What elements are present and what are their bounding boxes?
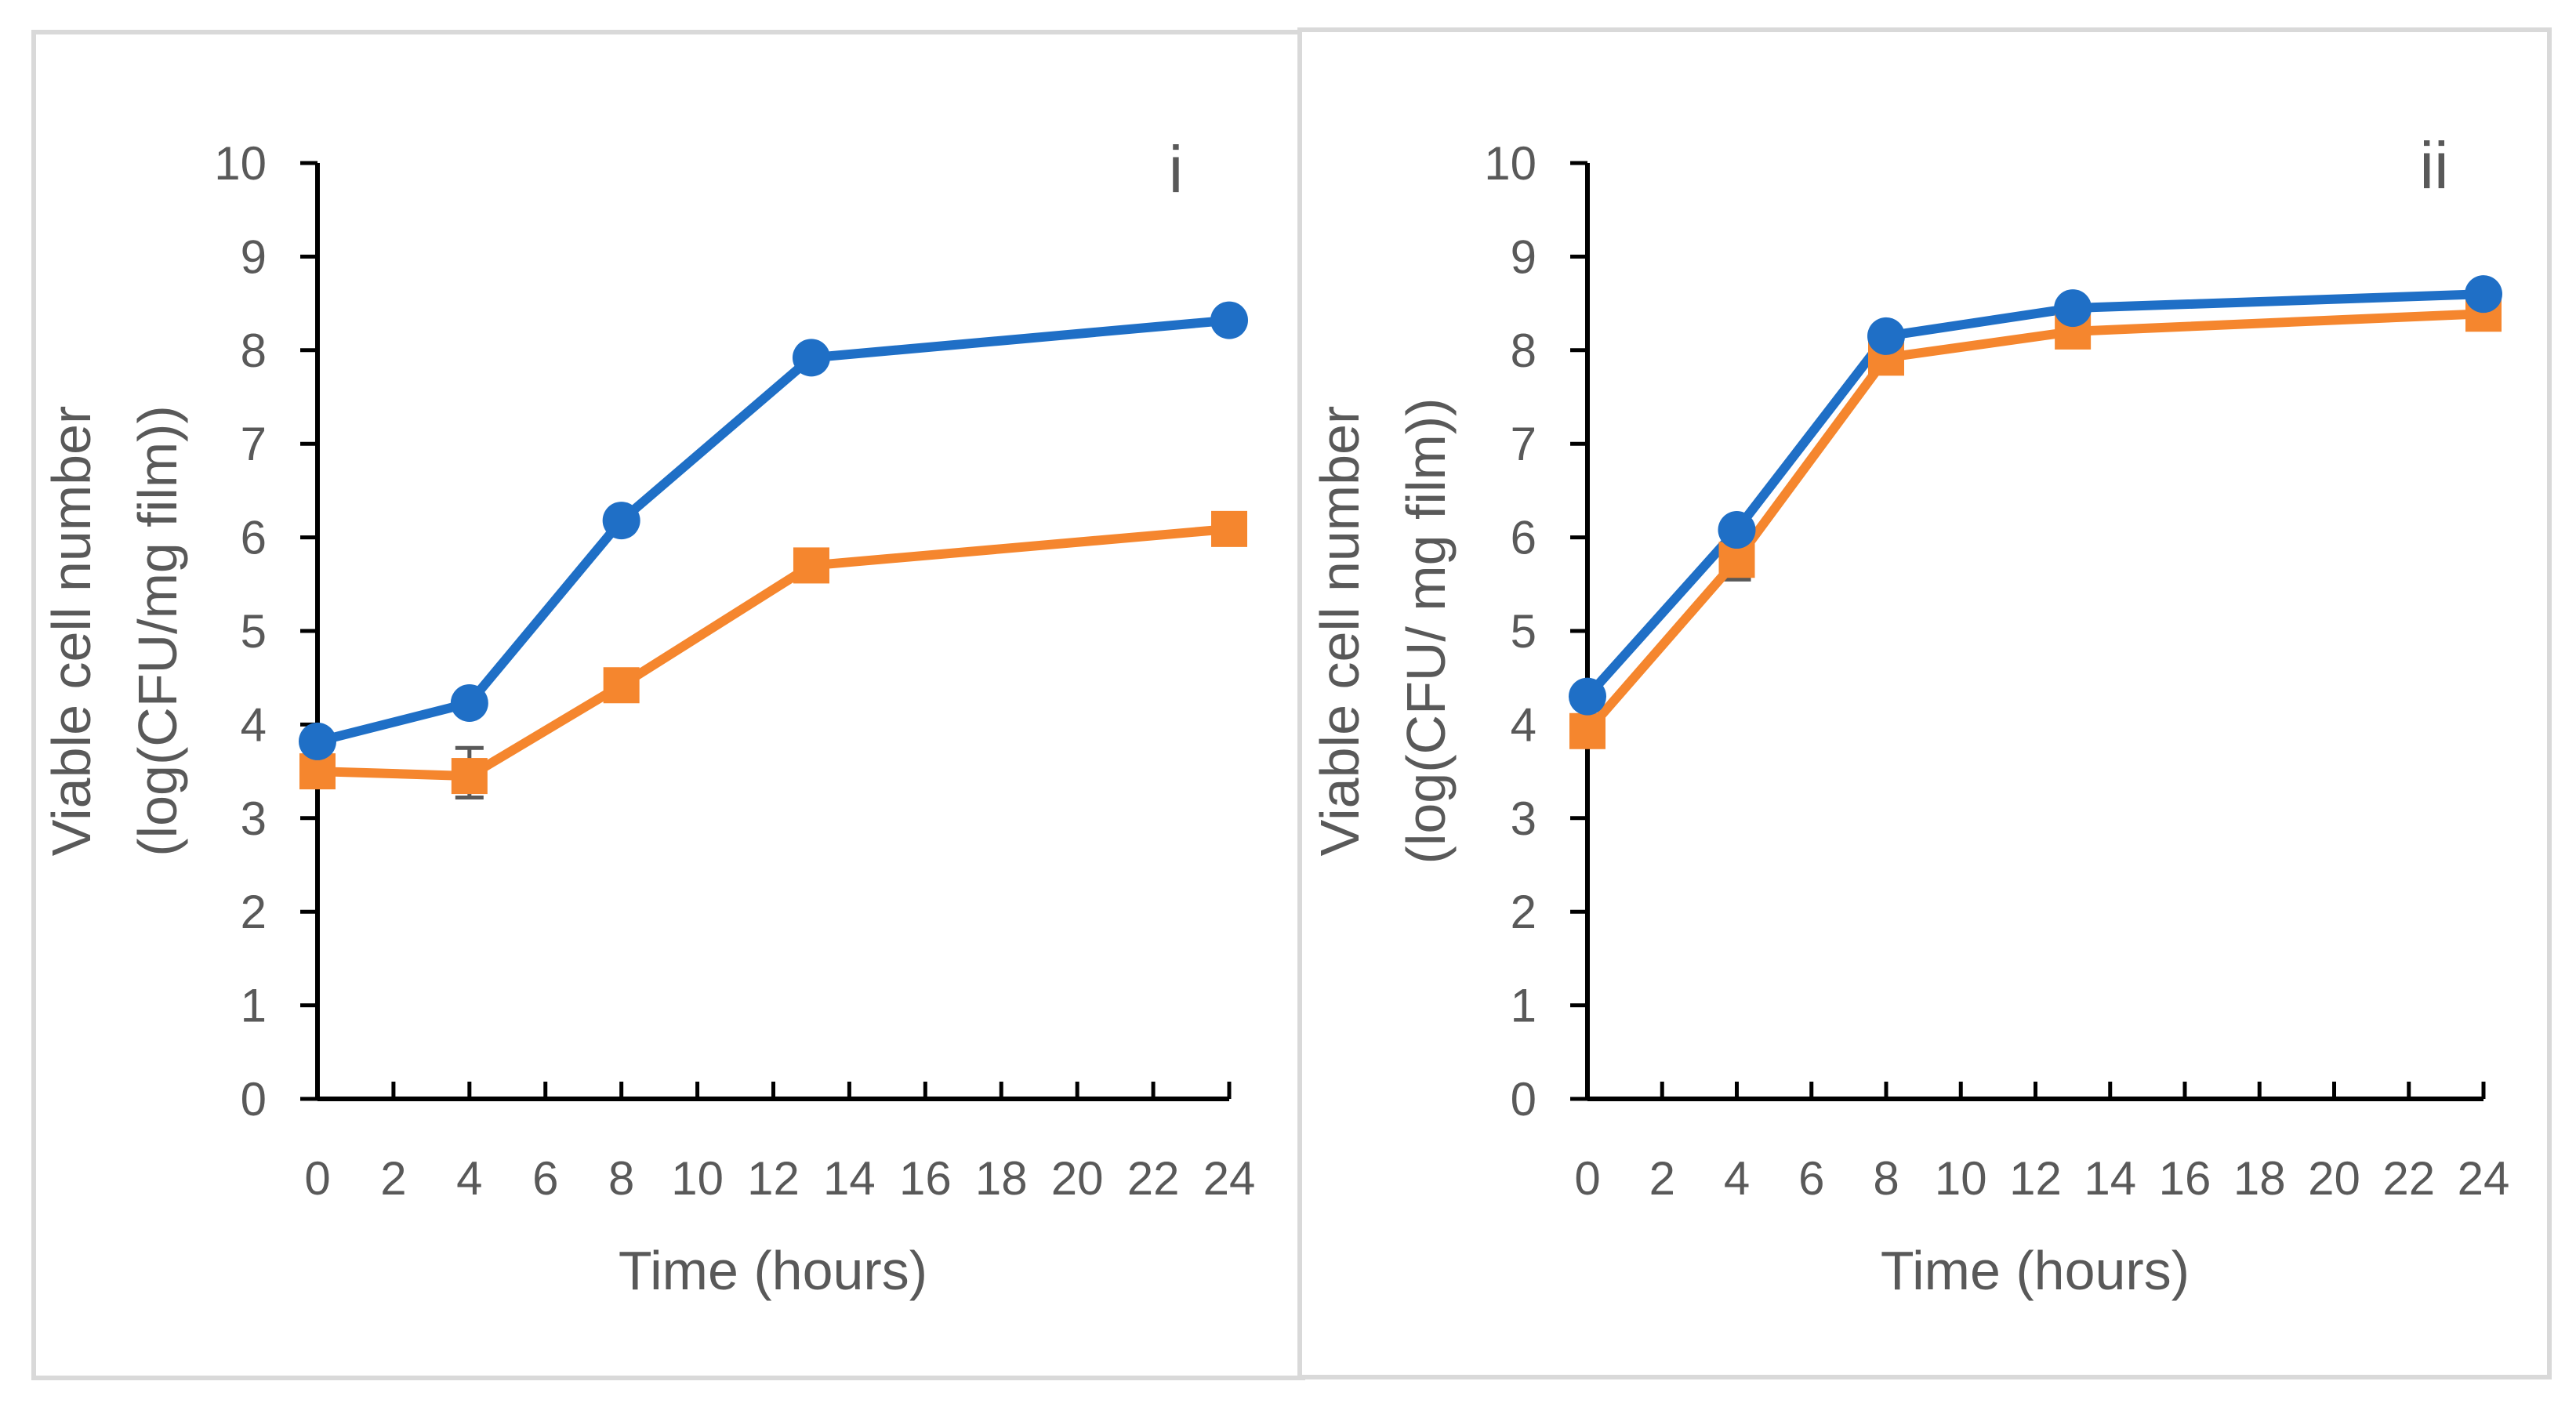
panel-ii-y-tick-label: 9	[1511, 230, 1537, 283]
panel-i-series-2-point	[451, 758, 488, 795]
panel-i-y-tick-label: 0	[241, 1073, 267, 1126]
panel-ii-x-tick-label: 4	[1724, 1152, 1750, 1205]
panel-i-x-axis-title: Time (hours)	[619, 1240, 927, 1301]
panel-i-y-tick-label: 10	[214, 137, 267, 190]
panel-i-series-1-point	[299, 722, 336, 760]
panel-i-y-tick-label: 8	[241, 324, 267, 377]
panel-i-series-1-point	[450, 683, 488, 722]
panel-ii-x-axis-title: Time (hours)	[1881, 1240, 2190, 1301]
panel-i-x-tick-label: 10	[671, 1152, 724, 1205]
panel-i-x-tick-label: 22	[1127, 1152, 1180, 1205]
panel-ii-x-tick-label: 24	[2458, 1152, 2510, 1205]
panel-ii-y-tick-label: 3	[1511, 792, 1537, 845]
panel-i-x-tick-label: 18	[975, 1152, 1028, 1205]
panel-i-x-tick-label: 0	[304, 1152, 330, 1205]
panel-ii-x-tick-label: 0	[1574, 1152, 1600, 1205]
panel-ii-series-1-point	[1569, 677, 1606, 716]
panel-ii-y-tick-label: 4	[1511, 698, 1537, 751]
panel-i-y-tick-label: 1	[241, 980, 267, 1032]
panel-i-y-tick-label: 6	[241, 512, 267, 564]
panel-frame-i	[31, 30, 1305, 1380]
panel-i-x-tick-label: 12	[747, 1152, 800, 1205]
panel-ii-y-tick-label: 0	[1511, 1073, 1537, 1126]
panel-i-x-tick-label: 6	[532, 1152, 558, 1205]
panel-i-x-tick-label: 8	[608, 1152, 634, 1205]
panel-i-label: i	[1169, 132, 1184, 206]
panel-i-series-1-point	[1210, 301, 1248, 339]
panel-ii-series-1-point	[2465, 275, 2502, 314]
panel-i-y-tick-label: 9	[241, 230, 267, 283]
panel-i-x-tick-label: 16	[899, 1152, 952, 1205]
panel-ii-y-axis-title-line2: (log(CFU/ mg film))	[1395, 398, 1457, 865]
panel-i-y-tick-label: 2	[241, 886, 267, 938]
panel-ii-x-tick-label: 14	[2084, 1152, 2136, 1205]
panel-i-x-tick-label: 2	[380, 1152, 406, 1205]
panel-i-series-1-line	[316, 315, 1230, 746]
panel-ii-y-tick-label: 1	[1511, 980, 1537, 1032]
panel-i-y-axis-title-line2: (log(CFU/mg film))	[127, 405, 188, 857]
panel-ii-y-tick-label: 6	[1511, 512, 1537, 564]
panel-frame-ii	[1297, 27, 2552, 1379]
panel-ii-x-tick-label: 10	[1935, 1152, 1987, 1205]
panel-i-y-tick-label: 5	[241, 605, 267, 658]
panel-i-series-2-line	[317, 524, 1230, 781]
panel-ii-x-tick-label: 12	[2009, 1152, 2062, 1205]
panel-ii-x-tick-label: 20	[2308, 1152, 2360, 1205]
panel-i-y-tick-label: 4	[241, 698, 267, 751]
panel-ii-y-tick-label: 8	[1511, 324, 1537, 377]
panel-ii-y-axis-title-line1: Viable cell number	[1309, 406, 1370, 857]
panel-ii-series-1-point	[2054, 289, 2092, 328]
panel-ii-x-tick-label: 22	[2382, 1152, 2435, 1205]
panel-ii-y-tick-label: 5	[1511, 605, 1537, 658]
panel-ii-x-tick-label: 6	[1798, 1152, 1824, 1205]
panel-ii-series-1-point	[1867, 317, 1905, 355]
panel-i-series-2-point	[603, 667, 640, 704]
panel-ii-x-tick-label: 8	[1873, 1152, 1899, 1205]
panel-ii-x-tick-label: 18	[2233, 1152, 2286, 1205]
panel-ii-series-1-line	[1584, 289, 2484, 700]
panel-i-series-2-point	[1211, 510, 1247, 547]
panel-i-y-tick-label: 3	[241, 792, 267, 845]
panel-ii-label: ii	[2419, 129, 2448, 202]
panel-i-x-tick-label: 24	[1203, 1152, 1256, 1205]
panel-ii-x-tick-label: 2	[1649, 1152, 1675, 1205]
panel-ii-series-2-point	[1569, 712, 1605, 749]
panel-ii-series-1-point	[1718, 511, 1756, 549]
panel-i-x-tick-label: 4	[456, 1152, 482, 1205]
panel-ii-y-tick-label: 10	[1484, 137, 1537, 190]
panel-i-series-1-point	[602, 502, 640, 540]
panel-ii-y-tick-label: 7	[1511, 418, 1537, 470]
panel-i-series-2-point	[793, 547, 829, 584]
panel-ii-x-tick-label: 16	[2159, 1152, 2211, 1205]
panel-i-x-tick-label: 14	[823, 1152, 876, 1205]
panel-i-x-tick-label: 20	[1051, 1152, 1104, 1205]
panel-i-y-tick-label: 7	[241, 418, 267, 470]
panel-i-y-axis-title-line1: Viable cell number	[41, 406, 102, 857]
panel-ii-y-tick-label: 2	[1511, 886, 1537, 938]
panel-i-series-1-point	[792, 339, 830, 377]
